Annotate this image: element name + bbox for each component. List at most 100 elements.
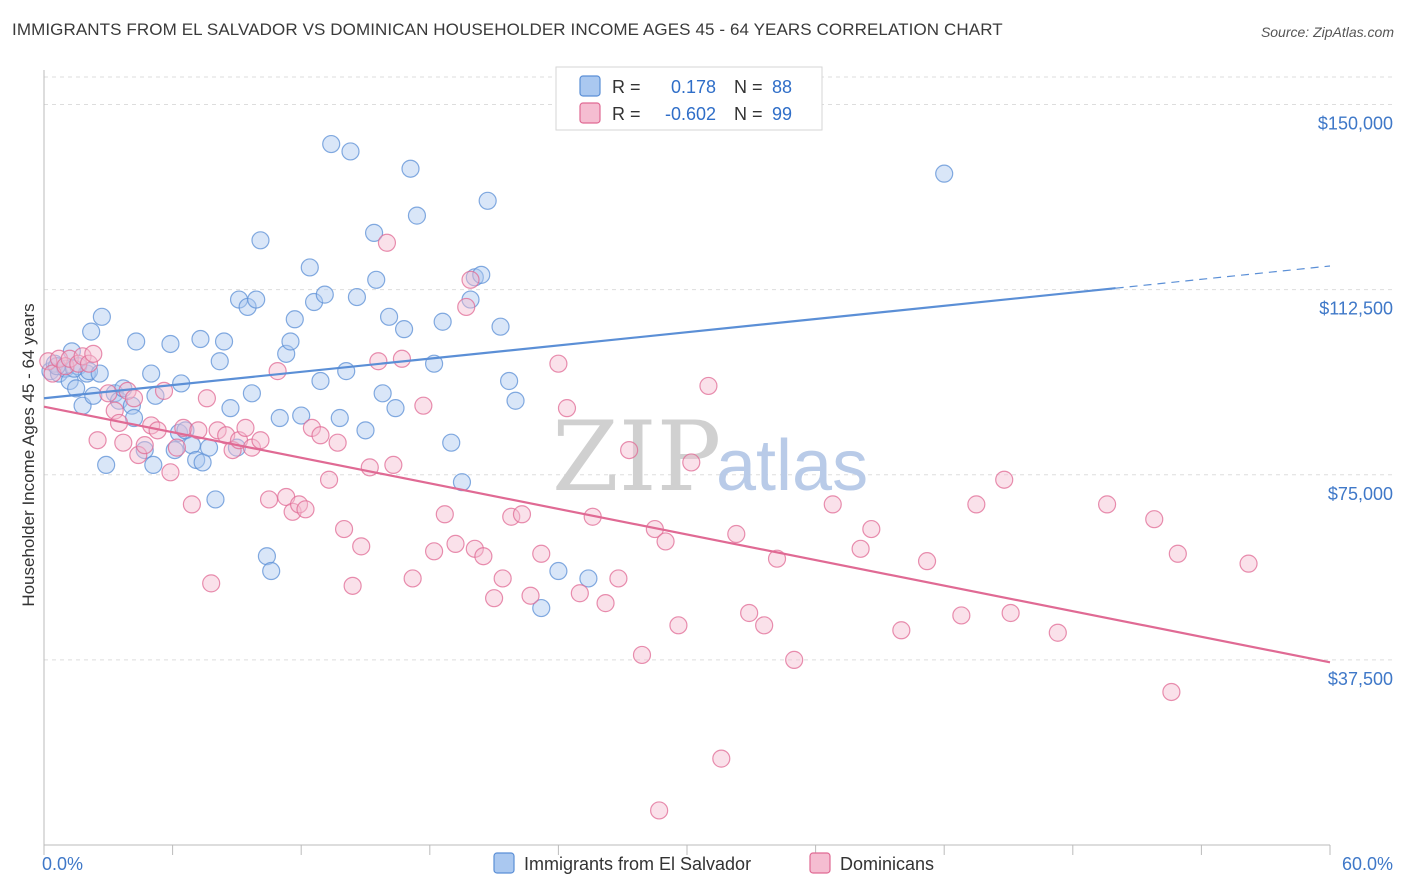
data-point [620,440,639,460]
data-point [609,569,628,588]
data-point [712,749,731,768]
data-point [281,332,300,351]
data-point [502,507,521,526]
data-point [650,801,669,820]
watermark: ZIP atlas [552,401,868,513]
data-point [88,431,107,450]
data-point [433,312,452,331]
stats-swatch-el-salvador [579,75,601,97]
data-point [208,421,227,440]
data-point [189,421,208,440]
data-point [206,490,225,509]
data-point [632,645,652,665]
data-point [669,616,688,635]
data-point [727,524,746,544]
data-point [394,320,414,339]
data-point [392,349,412,368]
data-point [682,453,701,472]
data-point [285,310,304,329]
data-point [461,270,480,289]
data-point [403,569,422,588]
data-point [485,589,504,608]
data-point [1097,495,1117,514]
data-point [532,598,551,618]
data-point [49,349,69,368]
data-point [251,431,270,450]
trend-lines [43,265,1331,664]
data-point [343,576,362,595]
data-point [174,418,193,437]
data-point [373,384,392,403]
stats-n-value-1: 88 [772,77,792,97]
axes [43,70,1331,855]
data-points [39,134,1258,820]
data-point [892,621,911,640]
series-points-0 [41,134,954,618]
data-point [917,552,937,571]
legend-label-el-salvador: Immigrants from El Salvador [524,854,751,874]
data-point [165,440,184,460]
data-point [127,332,146,351]
data-point [474,547,493,566]
source-label: Source: ZipAtlas.com [1260,24,1394,40]
data-point [259,490,279,509]
data-point [364,223,384,242]
data-point [478,191,497,210]
x-max-label: 60.0% [1342,854,1393,874]
data-point [493,569,512,588]
data-point [341,142,360,161]
watermark-atlas: atlas [716,426,868,506]
data-point [315,285,334,304]
data-point [935,164,954,183]
data-point [214,332,234,351]
data-point [97,455,116,475]
data-point [319,470,339,489]
stats-n-label-2: N = [734,104,763,124]
data-point [202,574,221,593]
data-point [347,287,367,307]
data-point [1162,682,1181,702]
data-point [823,495,842,514]
stats-legend: R = 0.178 N = 88 R = -0.602 N = 99 [555,66,823,131]
data-point [851,539,870,558]
data-point [292,406,311,425]
data-point [596,594,615,613]
stats-n-value-2: 99 [772,104,792,124]
data-point [384,455,403,475]
data-point [401,159,420,178]
data-point [491,317,510,336]
data-point [367,270,386,289]
data-point [251,231,270,250]
data-point [755,616,774,635]
stats-swatch-dominicans [579,102,601,124]
data-point [579,569,598,588]
data-point [161,334,180,354]
series-points-1 [39,233,1258,820]
data-point [1168,544,1187,563]
data-point [142,364,161,383]
data-point [549,561,568,581]
data-point [457,297,476,317]
data-point [356,421,375,440]
data-point [472,265,491,284]
data-point [446,534,465,553]
data-point [1239,554,1258,573]
stats-r-label-2: R = [612,104,641,124]
data-point [369,352,388,371]
data-point [221,399,240,418]
data-point [236,418,255,437]
data-point [270,408,289,428]
data-point [442,433,461,452]
data-point [330,408,349,428]
data-point [995,470,1014,489]
y-axis-title: Householder Income Ages 45 - 64 years [19,303,38,606]
data-point [785,650,804,669]
watermark-zip: ZIP [552,401,721,513]
data-point [500,371,519,391]
data-point [262,561,281,581]
legend-swatch-el-salvador [493,852,515,874]
x-min-label: 0.0% [42,854,83,874]
data-point [379,307,399,326]
data-point [557,399,577,418]
data-point [337,362,356,381]
